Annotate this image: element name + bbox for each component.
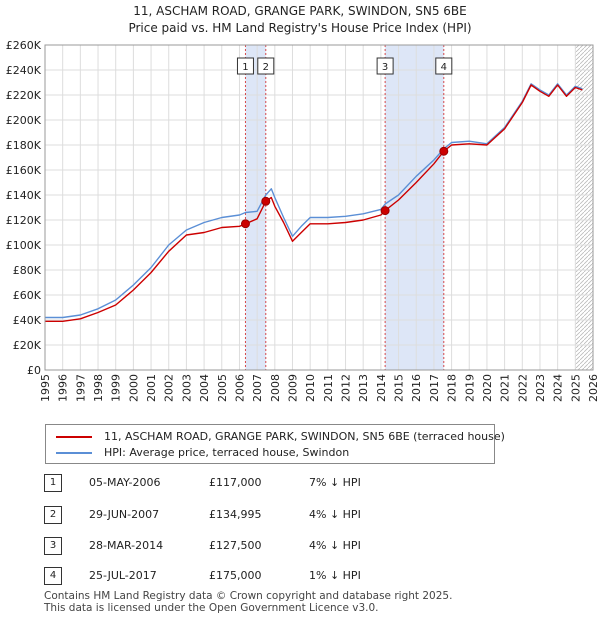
legend-swatch-hpi — [56, 452, 92, 454]
sale-hpi-diff: 4% ↓ HPI — [309, 508, 361, 521]
price-chart: 1 2 3 4 £0 £20K £40K £60K £80K £100K £120K £140K £1… — [6, 39, 600, 402]
sale-date: 29-JUN-2007 — [89, 508, 160, 521]
sale-number: 2 — [44, 506, 62, 524]
x-tick-label: 2000 — [127, 374, 140, 402]
x-tick-label: 2003 — [180, 374, 193, 402]
x-tick-label: 2007 — [251, 374, 264, 402]
footer-copyright: Contains HM Land Registry data © Crown c… — [44, 590, 453, 602]
y-tick-label: £160K — [6, 164, 42, 177]
shaded-range — [245, 45, 266, 370]
x-tick-label: 1999 — [110, 374, 123, 402]
x-tick-label: 2024 — [552, 374, 565, 402]
sale-date: 28-MAR-2014 — [89, 539, 164, 552]
sale-number: 3 — [44, 537, 62, 555]
legend: 11, ASCHAM ROAD, GRANGE PARK, SWINDON, S… — [45, 424, 505, 464]
sale-number: 4 — [44, 567, 62, 585]
y-tick-label: £140K — [6, 189, 42, 202]
y-tick-label: £40K — [13, 314, 42, 327]
y-tick-label: £80K — [13, 264, 42, 277]
x-tick-label: 2014 — [375, 374, 388, 402]
sale-label-number: 2 — [263, 62, 269, 73]
sale-number: 1 — [44, 474, 62, 492]
x-tick-label: 2008 — [269, 374, 282, 402]
footer-licence: This data is licensed under the Open Gov… — [44, 602, 379, 614]
sale-date: 05-MAY-2006 — [89, 476, 161, 489]
x-tick-label: 2002 — [163, 374, 176, 402]
x-tick-label: 2006 — [233, 374, 246, 402]
legend-item-property: 11, ASCHAM ROAD, GRANGE PARK, SWINDON, S… — [56, 430, 505, 443]
legend-label-property: 11, ASCHAM ROAD, GRANGE PARK, SWINDON, S… — [104, 430, 505, 443]
sale-price: £127,500 — [209, 539, 262, 552]
y-tick-label: £60K — [13, 289, 42, 302]
y-tick-label: £20K — [13, 339, 42, 352]
x-tick-label: 2023 — [534, 374, 547, 402]
sale-label-number: 4 — [441, 62, 447, 73]
x-tick-label: 2020 — [481, 374, 494, 402]
x-tick-label: 1998 — [92, 374, 105, 402]
sale-hpi-diff: 4% ↓ HPI — [309, 539, 361, 552]
x-tick-label: 2025 — [569, 374, 582, 402]
sale-label-number: 3 — [382, 62, 388, 73]
x-tick-label: 1995 — [39, 374, 52, 402]
hpi-line — [45, 83, 583, 319]
legend-item-hpi: HPI: Average price, terraced house, Swin… — [56, 446, 349, 459]
x-tick-label: 2017 — [428, 374, 441, 402]
x-tick-label: 2018 — [446, 374, 459, 402]
x-tick-label: 2026 — [587, 374, 600, 402]
x-tick-label: 2015 — [393, 374, 406, 402]
legend-label-hpi: HPI: Average price, terraced house, Swin… — [104, 446, 350, 459]
y-tick-label: £180K — [6, 139, 42, 152]
sale-label-box — [236, 57, 254, 75]
sale-price: £175,000 — [209, 569, 262, 582]
sale-label-box — [257, 57, 275, 75]
x-tick-label: 2013 — [357, 374, 370, 402]
x-tick-label: 2001 — [145, 374, 158, 402]
plot-frame — [44, 44, 594, 371]
x-tick-label: 2005 — [216, 374, 229, 402]
sale-point — [439, 146, 449, 156]
sale-point — [261, 196, 271, 206]
sale-point — [380, 206, 390, 216]
chart-subtitle: Price paid vs. HM Land Registry's House … — [128, 21, 472, 35]
x-tick-label: 2010 — [304, 374, 317, 402]
x-tick-label: 1997 — [74, 374, 87, 402]
y-tick-label: £200K — [6, 114, 42, 127]
sale-label-number: 1 — [242, 62, 248, 73]
sale-label-box — [435, 57, 453, 75]
sale-price: £117,000 — [209, 476, 262, 489]
x-tick-label: 2016 — [410, 374, 423, 402]
sale-date: 25-JUL-2017 — [89, 569, 157, 582]
shaded-range — [385, 45, 444, 370]
x-tick-label: 1996 — [57, 374, 70, 402]
x-tick-label: 2022 — [516, 374, 529, 402]
y-tick-label: £0 — [27, 364, 41, 377]
legend-swatch-property — [56, 436, 92, 438]
x-tick-label: 2004 — [198, 374, 211, 402]
y-tick-label: £220K — [6, 89, 42, 102]
x-tick-label: 2019 — [463, 374, 476, 402]
y-tick-label: £120K — [6, 214, 42, 227]
y-tick-label: £100K — [6, 239, 42, 252]
sale-price: £134,995 — [209, 508, 262, 521]
x-tick-label: 2021 — [499, 374, 512, 402]
sale-hpi-diff: 7% ↓ HPI — [309, 476, 361, 489]
y-tick-label: £240K — [6, 64, 42, 77]
property-price-line — [45, 84, 583, 322]
sale-hpi-diff: 1% ↓ HPI — [309, 569, 361, 582]
sale-point — [240, 219, 250, 229]
x-tick-label: 2012 — [340, 374, 353, 402]
chart-title: 11, ASCHAM ROAD, GRANGE PARK, SWINDON, S… — [133, 4, 467, 18]
x-tick-label: 2009 — [286, 374, 299, 402]
y-tick-label: £260K — [6, 39, 42, 52]
sale-label-box — [376, 57, 394, 75]
forecast-hatch — [575, 45, 593, 370]
x-tick-label: 2011 — [322, 374, 335, 402]
